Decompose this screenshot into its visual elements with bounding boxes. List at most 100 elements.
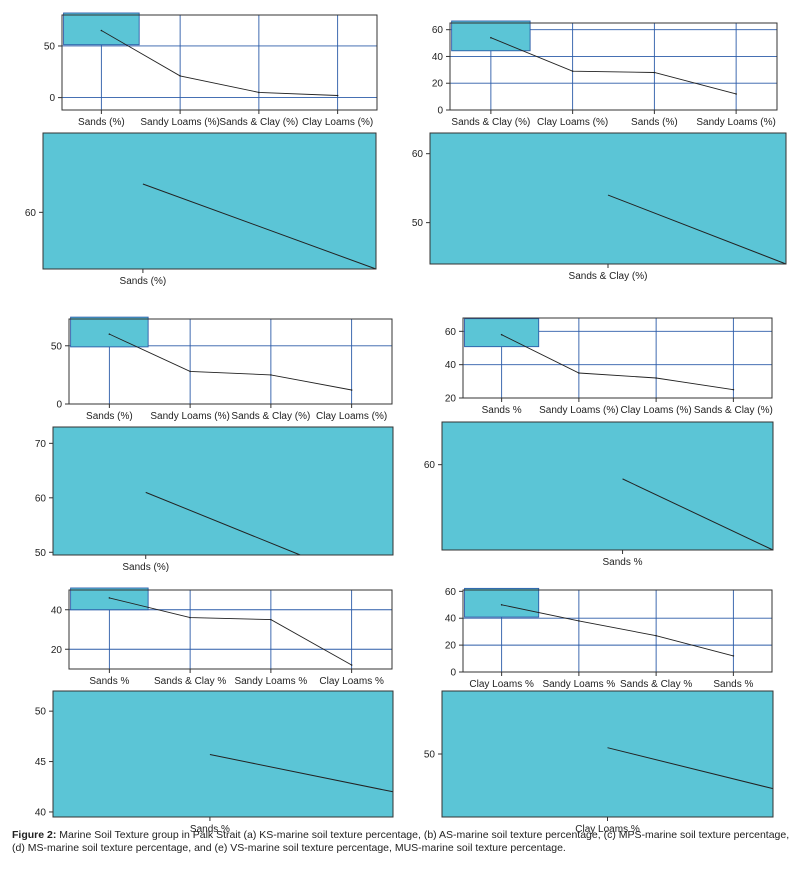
series-line [109, 333, 352, 391]
x-tick-label: Sandy Loams (%) [696, 117, 775, 128]
data-point [189, 616, 191, 619]
x-tick-label: Clay Loams % [575, 824, 640, 835]
zoom-window-box [451, 20, 531, 52]
plot-frame [441, 421, 774, 551]
data-point [732, 388, 735, 391]
x-tick-label: Sandy Loams (%) [140, 117, 219, 128]
x-tick-label: Sands (%) [122, 562, 169, 573]
x-tick-label: Sandy Loams % [542, 679, 615, 690]
y-tick-label: 0 [49, 93, 55, 104]
data-point [350, 389, 353, 391]
x-tick-label: Sands & Clay (%) [569, 271, 648, 282]
y-tick-label: 20 [445, 394, 457, 405]
data-point [735, 93, 737, 95]
y-tick-label: 50 [424, 750, 436, 761]
plot-frame [61, 14, 378, 111]
plot-area [53, 691, 393, 817]
series-line [101, 30, 338, 96]
chart-a-zoom: 60 Sands (%) [25, 132, 377, 287]
series-line [501, 604, 734, 657]
data-point [179, 75, 181, 77]
y-tick-label: 45 [35, 757, 47, 768]
x-tick-label: Sands % [603, 557, 643, 568]
data-point [108, 597, 111, 599]
x-tick-label: Sands & Clay (%) [231, 411, 310, 422]
plot-frame [68, 318, 393, 405]
chart-d-zoom: 60 Sands % [424, 421, 774, 568]
chart-c-zoom: 50 60 70 Sands (%) [35, 426, 394, 573]
x-tick-label: Clay Loams % [469, 679, 534, 690]
data-point [100, 29, 103, 32]
chart-f-zoom: 50 Clay Loams % [424, 690, 774, 835]
zoom-window-box [70, 316, 149, 348]
y-tick-label: 40 [35, 807, 47, 818]
data-point [270, 618, 272, 621]
y-tick-label: 60 [412, 149, 424, 160]
x-tick-label: Sands (%) [86, 411, 133, 422]
chart-b-main: 0 20 40 60 Sands & Clay (%) Clay Loams (%) San… [432, 20, 778, 128]
x-tick-label: Sands (%) [631, 117, 678, 128]
data-point [500, 333, 503, 336]
zoom-window-box [70, 587, 149, 611]
x-tick-label: Sands & Clay % [154, 676, 226, 687]
y-tick-label: 0 [450, 668, 456, 679]
zoom-window-box [464, 318, 540, 348]
y-tick-label: 0 [56, 400, 62, 411]
series-line [607, 194, 787, 265]
series-line [145, 491, 301, 556]
data-point [578, 620, 580, 622]
data-point [336, 94, 339, 97]
plot-area [442, 691, 773, 817]
y-tick-label: 50 [35, 707, 47, 718]
x-tick-label: Sands % [190, 824, 230, 835]
y-tick-label: 40 [51, 605, 63, 616]
y-tick-label: 60 [445, 327, 457, 338]
y-tick-label: 40 [445, 360, 457, 371]
x-tick-label: Clay Loams (%) [621, 405, 692, 416]
y-tick-label: 60 [445, 587, 457, 598]
x-tick-label: Sands % [713, 679, 753, 690]
plot-frame [52, 690, 394, 818]
chart-c-main: 0 50 Sands (%) Sandy Loams (%) Sands & Clay … [51, 316, 393, 422]
y-tick-label: 0 [437, 106, 443, 117]
caption-text: Marine Soil Texture group in Palk Strait… [12, 829, 790, 854]
series-line [501, 334, 734, 391]
series-line [607, 747, 774, 790]
zoom-window-box [63, 12, 140, 46]
x-tick-label: Clay Loams (%) [537, 117, 608, 128]
x-tick-label: Sands & Clay (%) [219, 117, 298, 128]
chart-e-zoom: 40 45 50 Sands % [35, 690, 394, 835]
plot-frame [68, 589, 393, 670]
y-tick-label: 60 [432, 25, 444, 36]
chart-b-zoom: 50 60 Sands & Clay (%) [412, 132, 787, 282]
plot-frame [449, 22, 778, 111]
data-point [108, 333, 111, 335]
data-point [258, 91, 260, 94]
plot-area [43, 133, 376, 269]
series-line [490, 37, 737, 95]
x-tick-label: Sands % [89, 676, 129, 687]
caption-label: Figure 2: [12, 829, 57, 841]
x-tick-label: Clay Loams % [319, 676, 384, 687]
x-tick-label: Sandy Loams (%) [539, 405, 618, 416]
plot-area [430, 133, 786, 264]
y-tick-label: 20 [51, 645, 63, 656]
x-tick-label: Sands & Clay % [620, 679, 692, 690]
plot-frame [462, 317, 773, 399]
chart-d-main: 20 40 60 Sands % Sandy Loams (%) Clay Loams (… [445, 317, 773, 416]
chart-a-main: 0 50 Sands (%) Sandy Loams (%) Sands & Clay … [44, 12, 378, 128]
figure-caption: Figure 2: Marine Soil Texture group in P… [12, 829, 792, 855]
y-tick-label: 60 [35, 493, 47, 504]
series-line [622, 478, 774, 551]
y-tick-label: 40 [432, 52, 444, 63]
y-tick-label: 70 [35, 439, 47, 450]
data-point [578, 372, 580, 374]
chart-e-main: 20 40 Sands % Sands & Clay % Sandy Loams % Cl… [51, 587, 393, 687]
y-tick-label: 60 [424, 460, 436, 471]
y-tick-label: 20 [432, 79, 444, 90]
x-tick-label: Sands % [482, 405, 522, 416]
y-tick-label: 60 [25, 208, 37, 219]
series-line [209, 754, 394, 793]
x-tick-label: Sands & Clay (%) [451, 117, 530, 128]
